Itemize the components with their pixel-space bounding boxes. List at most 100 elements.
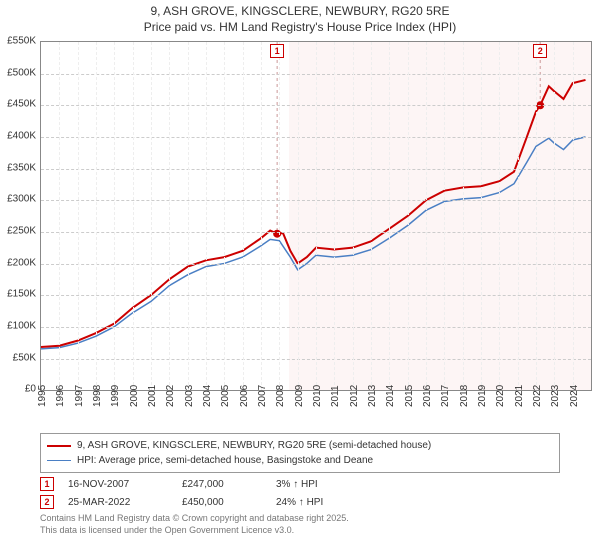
- x-gridline: [279, 42, 280, 390]
- x-gridline: [518, 42, 519, 390]
- y-tick-label: £450K: [7, 99, 36, 110]
- x-tick-label: 1998: [92, 385, 103, 407]
- x-gridline: [408, 42, 409, 390]
- event-row: 2 25-MAR-2022 £450,000 24% ↑ HPI: [40, 495, 560, 509]
- event-id-box: 1: [40, 477, 54, 491]
- footer-line-1: Contains HM Land Registry data © Crown c…: [40, 513, 560, 525]
- plot-area: 12: [40, 41, 592, 391]
- y-tick-label: £500K: [7, 67, 36, 78]
- x-tick-label: 2000: [129, 385, 140, 407]
- legend-label: HPI: Average price, semi-detached house,…: [77, 453, 373, 468]
- x-tick-label: 2003: [184, 385, 195, 407]
- x-tick-label: 1999: [110, 385, 121, 407]
- x-gridline: [151, 42, 152, 390]
- x-gridline: [334, 42, 335, 390]
- x-gridline: [353, 42, 354, 390]
- x-gridline: [188, 42, 189, 390]
- event-marker-label: 1: [270, 44, 284, 58]
- y-tick-label: £250K: [7, 226, 36, 237]
- y-tick-label: £150K: [7, 289, 36, 300]
- x-tick-label: 2019: [477, 385, 488, 407]
- events-table: 1 16-NOV-2007 £247,000 3% ↑ HPI 2 25-MAR-2022…: [40, 477, 560, 509]
- legend-box: 9, ASH GROVE, KINGSCLERE, NEWBURY, RG20 …: [40, 433, 560, 473]
- x-tick-label: 1996: [55, 385, 66, 407]
- x-gridline: [261, 42, 262, 390]
- x-gridline: [243, 42, 244, 390]
- x-tick-label: 2008: [275, 385, 286, 407]
- event-date: 16-NOV-2007: [68, 479, 168, 490]
- y-tick-label: £550K: [7, 36, 36, 47]
- y-tick-label: £300K: [7, 194, 36, 205]
- x-tick-label: 2013: [367, 385, 378, 407]
- x-gridline: [96, 42, 97, 390]
- x-gridline: [298, 42, 299, 390]
- legend-row: HPI: Average price, semi-detached house,…: [47, 453, 553, 468]
- x-tick-label: 2017: [440, 385, 451, 407]
- x-tick-label: 1995: [37, 385, 48, 407]
- x-gridline: [78, 42, 79, 390]
- x-tick-label: 2010: [312, 385, 323, 407]
- footer-line-2: This data is licensed under the Open Gov…: [40, 525, 560, 537]
- y-tick-label: £400K: [7, 131, 36, 142]
- event-price: £450,000: [182, 497, 262, 508]
- y-tick-label: £350K: [7, 162, 36, 173]
- chart-area: £0£50K£100K£150K£200K£250K£300K£350K£400…: [40, 41, 592, 411]
- x-axis: 1995199619971998199920002001200220032004…: [40, 391, 592, 411]
- x-tick-label: 2022: [532, 385, 543, 407]
- x-tick-label: 2012: [349, 385, 360, 407]
- x-gridline: [536, 42, 537, 390]
- event-row: 1 16-NOV-2007 £247,000 3% ↑ HPI: [40, 477, 560, 491]
- event-pct: 24% ↑ HPI: [276, 497, 356, 508]
- x-gridline: [426, 42, 427, 390]
- title-line-1: 9, ASH GROVE, KINGSCLERE, NEWBURY, RG20 …: [0, 4, 600, 20]
- x-gridline: [499, 42, 500, 390]
- x-tick-label: 2006: [239, 385, 250, 407]
- x-gridline: [444, 42, 445, 390]
- legend-row: 9, ASH GROVE, KINGSCLERE, NEWBURY, RG20 …: [47, 438, 553, 453]
- x-gridline: [371, 42, 372, 390]
- event-id-box: 2: [40, 495, 54, 509]
- legend-label: 9, ASH GROVE, KINGSCLERE, NEWBURY, RG20 …: [77, 438, 431, 453]
- x-gridline: [573, 42, 574, 390]
- x-tick-label: 2011: [330, 386, 341, 408]
- x-tick-label: 1997: [74, 385, 85, 407]
- x-tick-label: 2007: [257, 385, 268, 407]
- x-gridline: [316, 42, 317, 390]
- x-gridline: [554, 42, 555, 390]
- x-tick-label: 2018: [459, 385, 470, 407]
- x-gridline: [133, 42, 134, 390]
- y-tick-label: £100K: [7, 320, 36, 331]
- x-gridline: [389, 42, 390, 390]
- x-tick-label: 2021: [514, 385, 525, 407]
- event-pct: 3% ↑ HPI: [276, 479, 356, 490]
- y-tick-label: £0: [25, 384, 36, 395]
- x-tick-label: 2014: [385, 385, 396, 407]
- x-gridline: [463, 42, 464, 390]
- x-tick-label: 2015: [404, 385, 415, 407]
- x-gridline: [114, 42, 115, 390]
- x-tick-label: 2023: [550, 385, 561, 407]
- series-price-paid: [41, 80, 586, 347]
- event-date: 25-MAR-2022: [68, 497, 168, 508]
- x-gridline: [206, 42, 207, 390]
- x-tick-label: 2002: [165, 385, 176, 407]
- x-tick-label: 2016: [422, 385, 433, 407]
- chart-title-block: 9, ASH GROVE, KINGSCLERE, NEWBURY, RG20 …: [0, 0, 600, 35]
- legend-swatch: [47, 460, 71, 461]
- y-tick-label: £50K: [13, 352, 36, 363]
- x-tick-label: 2005: [220, 385, 231, 407]
- x-tick-label: 2001: [147, 385, 158, 407]
- event-price: £247,000: [182, 479, 262, 490]
- event-marker-label: 2: [533, 44, 547, 58]
- x-tick-label: 2024: [569, 385, 580, 407]
- x-gridline: [59, 42, 60, 390]
- legend-swatch: [47, 445, 71, 447]
- x-gridline: [224, 42, 225, 390]
- x-tick-label: 2004: [202, 385, 213, 407]
- x-gridline: [481, 42, 482, 390]
- x-tick-label: 2020: [495, 385, 506, 407]
- y-axis: £0 £50K £100K £150K £200K £250K £300K £350K £400…: [0, 41, 38, 411]
- footer-attribution: Contains HM Land Registry data © Crown c…: [40, 513, 560, 536]
- x-gridline: [169, 42, 170, 390]
- y-tick-label: £200K: [7, 257, 36, 268]
